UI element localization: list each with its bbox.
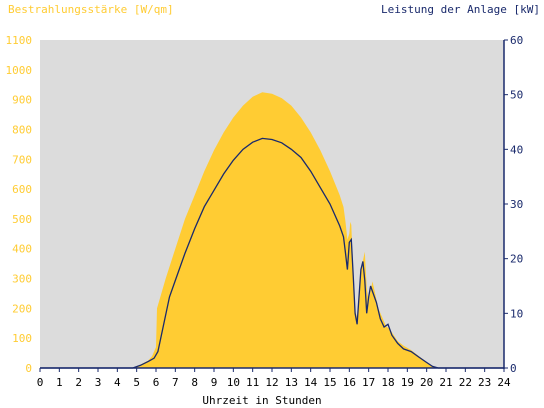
x-tick-label: 23 [478,376,491,389]
left-tick-label: 300 [12,273,32,286]
right-tick-label: 60 [510,34,523,47]
left-tick-label: 100 [12,332,32,345]
left-tick-label: 1100 [6,34,33,47]
right-axis-title: Leistung der Anlage [kW] [381,3,540,16]
right-tick-label: 50 [510,89,523,102]
x-tick-label: 11 [246,376,259,389]
right-tick-label: 40 [510,143,523,156]
left-axis-ticks: 0 100 200 300 400 500 600 700 800 900 1000 1100 [6,34,33,375]
left-axis-title: Bestrahlungsstärke [W/qm] [8,3,174,16]
right-axis-ticks: 0 10 20 30 40 50 60 [504,34,523,375]
x-tick-label: 14 [304,376,318,389]
x-tick-label: 7 [172,376,179,389]
x-axis-ticks: 0 1 2 3 4 5 6 7 8 9 10 11 12 13 14 15 16 17 18 19 20 21 22 23 24 [37,368,511,389]
x-tick-label: 16 [343,376,356,389]
x-tick-label: 9 [211,376,218,389]
left-tick-label: 200 [12,302,32,315]
x-tick-label: 15 [323,376,336,389]
x-tick-label: 20 [420,376,433,389]
x-tick-label: 4 [114,376,121,389]
irradiance-area-layer [40,92,504,368]
x-tick-label: 24 [497,376,511,389]
power-line-layer [40,137,504,369]
right-tick-label: 0 [510,362,517,375]
x-tick-label: 21 [439,376,452,389]
left-tick-label: 700 [12,153,32,166]
x-tick-label: 12 [265,376,278,389]
left-tick-label: 600 [12,183,32,196]
left-tick-label: 900 [12,94,32,107]
left-tick-label: 500 [12,213,32,226]
right-tick-label: 20 [510,253,523,266]
right-tick-label: 10 [510,307,523,320]
x-tick-label: 8 [191,376,198,389]
x-tick-label: 6 [153,376,160,389]
left-tick-label: 800 [12,123,32,136]
left-tick-label: 0 [25,362,32,375]
power-line [40,137,504,369]
x-tick-label: 0 [37,376,44,389]
x-tick-label: 18 [381,376,394,389]
left-tick-label: 400 [12,243,32,256]
x-tick-label: 22 [459,376,472,389]
x-tick-label: 5 [133,376,140,389]
x-tick-label: 2 [75,376,82,389]
x-tick-label: 13 [285,376,298,389]
x-tick-label: 3 [95,376,102,389]
irradiance-area [40,92,504,368]
x-tick-label: 1 [56,376,63,389]
x-tick-label: 10 [227,376,240,389]
right-tick-label: 30 [510,198,523,211]
x-axis-title: Uhrzeit in Stunden [202,394,321,407]
left-tick-label: 1000 [6,64,33,77]
x-tick-label: 17 [362,376,375,389]
x-tick-label: 19 [401,376,414,389]
